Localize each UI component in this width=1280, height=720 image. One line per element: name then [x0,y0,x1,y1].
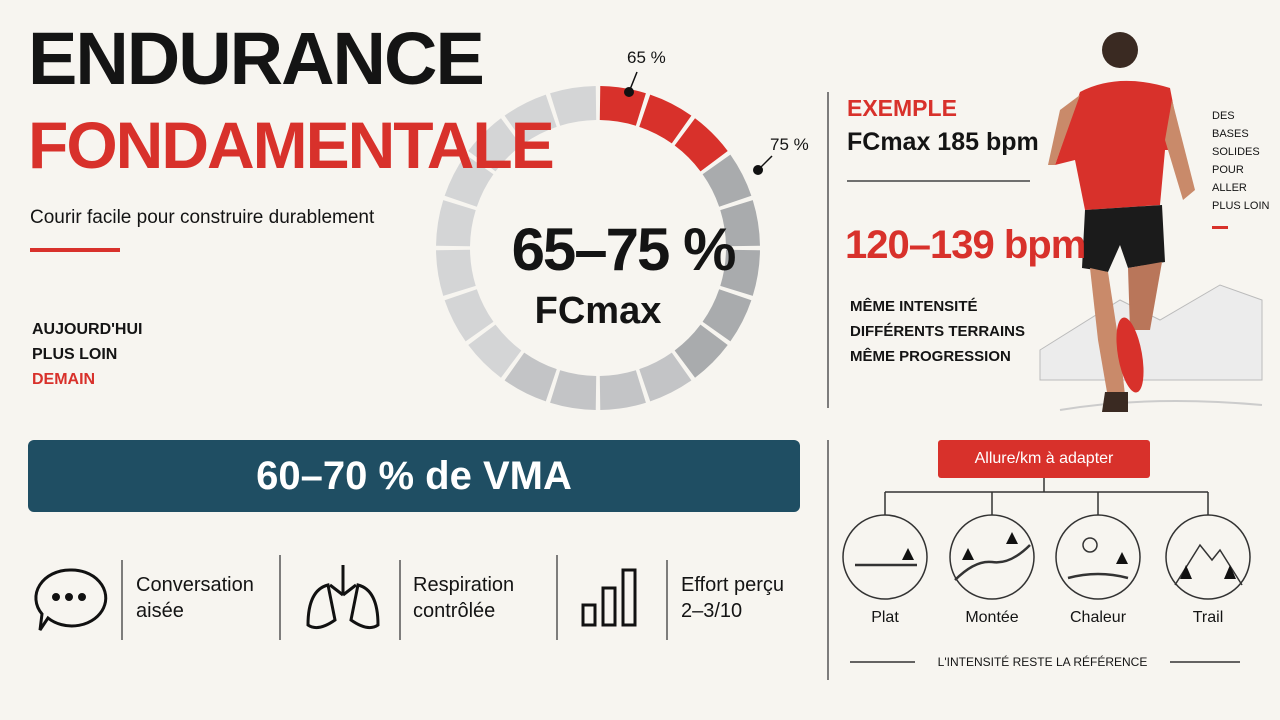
example-range: 120–139 bpm [845,223,1086,267]
gauge-segment [550,86,597,126]
indicator-dividers [121,555,668,640]
vma-banner-bg [28,440,800,512]
motto-line: DEMAIN [32,371,96,388]
gauge-segment [720,249,760,296]
indicator-text: Conversation [136,574,254,596]
gauge-ring [436,86,760,410]
gauge-segment [550,370,597,410]
example-fcmax: FCmax 185 bpm [847,128,1039,156]
pace-title-bg [938,440,1150,478]
gauge-segment [468,118,522,172]
example-note: DIFFÉRENTS TERRAINS [850,323,1026,340]
side-note: SOLIDES [1212,146,1260,158]
indicator-text: Respiration [413,574,515,596]
terrain-label: Trail [1192,609,1224,626]
gauge-segment [436,249,476,296]
indicator-text: aisée [136,600,184,622]
gauge-leader [628,71,638,93]
vma-banner: 60–70 % de VMA [256,454,572,498]
gauge-segment [599,86,646,126]
terrain-label: Chaleur [1069,609,1127,626]
side-note: POUR [1212,164,1244,176]
runner-illustration [1039,32,1263,412]
indicator-text: 2–3/10 [681,600,743,622]
gauge-segment [639,94,692,144]
gauge-leader [757,155,773,171]
gauge-start-label: 65 % [627,48,666,67]
pace-icon-trees [902,532,1236,579]
gauge-segment [599,370,646,410]
gauge-segment [444,154,494,207]
subtitle: Courir facile pour construire durablemen… [30,207,375,228]
indicator-text: contrôlée [413,600,496,622]
terrain-label: Plat [871,609,899,626]
side-note: BASES [1212,128,1249,140]
example-note: MÊME INTENSITÉ [850,298,978,315]
pace-footer: L'INTENSITÉ RESTE LA RÉFÉRENCE [937,655,1148,669]
pace-title: Allure/km à adapter [974,450,1114,467]
title-line-1: ENDURANCE [28,17,485,100]
pace-tree [842,478,1251,663]
accent-line [30,248,120,252]
gauge-unit: FCmax [534,290,662,332]
gauge-segment [674,324,728,378]
example-label: EXEMPLE [847,95,957,121]
gauge-segment [702,154,752,207]
gauge-segment [436,200,476,247]
gauge-segment [674,118,728,172]
accent-line [1212,226,1228,229]
example-note: MÊME PROGRESSION [850,348,1011,365]
side-note: DES [1212,110,1235,122]
gauge-segment [702,289,752,342]
gauge-main: 65–75 % [511,216,737,283]
gauge-end-label: 75 % [770,135,809,154]
motto-line: AUJOURD'HUI [32,321,143,338]
indicator-text: Effort perçu [681,574,785,596]
gauge-segment [720,200,760,247]
gauge-segment [444,289,494,342]
indicator-icons [34,565,637,631]
side-note: PLUS LOIN [1212,200,1270,212]
side-note: ALLER [1212,182,1247,194]
terrain-label: Montée [965,609,1019,626]
motto-line: PLUS LOIN [32,346,118,363]
gauge-segment [639,352,692,402]
title-line-2: FONDAMENTALE [28,108,555,182]
gauge-segment [504,352,557,402]
gauge-segment [504,94,557,144]
gauge-segment [468,324,522,378]
